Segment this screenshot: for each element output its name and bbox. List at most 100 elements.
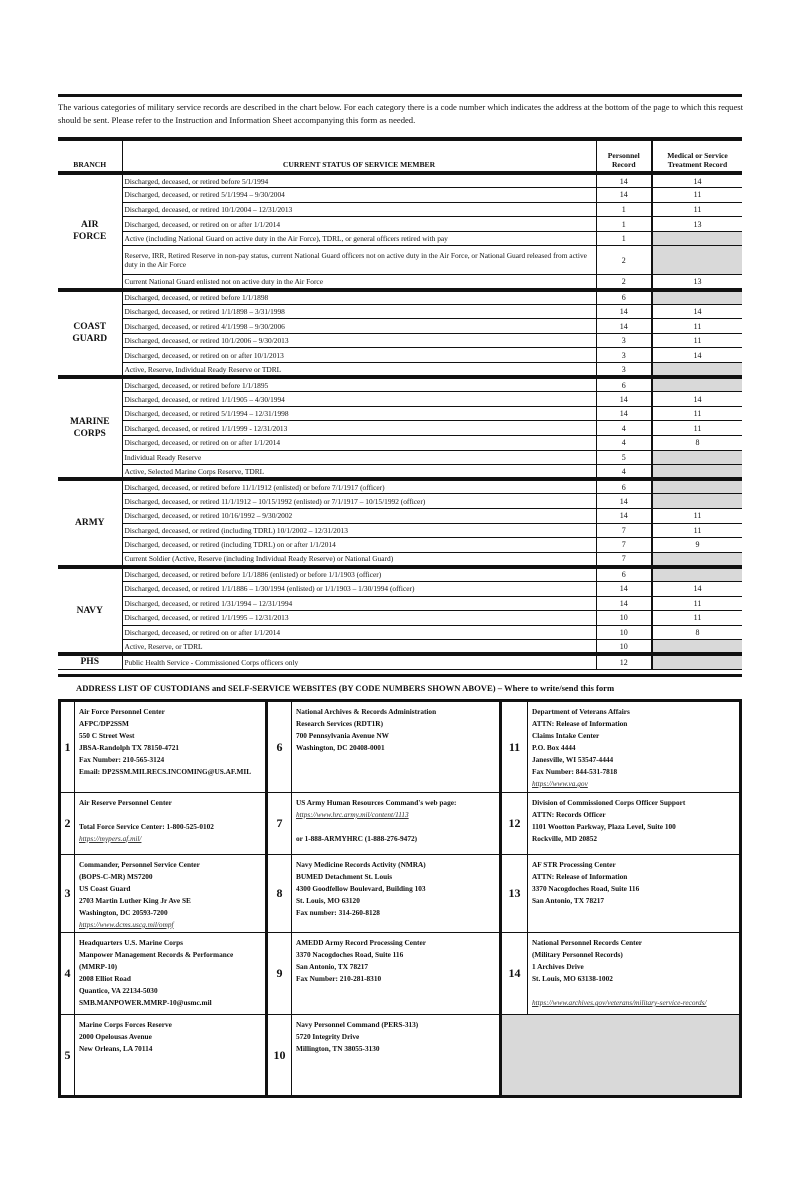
address-code: 3	[61, 855, 75, 933]
status-cell: Individual Ready Reserve	[121, 449, 597, 466]
table-row: MARINE CORPS Discharged, deceased, or ret…	[58, 375, 742, 480]
address-line: Fax Number: 844-531-7818	[532, 767, 618, 776]
address-line: San Antonio, TX 78217	[296, 962, 369, 971]
status-cell: Discharged, deceased, or retired 1/1/189…	[121, 303, 597, 320]
address-line: 1101 Wootton Parkway, Plaza Level, Suite…	[532, 822, 676, 831]
table-row: Discharged, deceased, or retired 1/31/19…	[58, 595, 742, 612]
address-link[interactable]: https://www.archives.gov/veterans/milita…	[532, 998, 707, 1007]
personnel-code: 4	[595, 464, 653, 480]
medical-code	[651, 230, 742, 247]
personnel-code: 14	[595, 187, 653, 203]
address-code: 10	[268, 1015, 292, 1095]
address-link[interactable]: https://www.hrc.army.mil/content/1113	[296, 810, 409, 819]
address-line: Manpower Management Records & Performanc…	[79, 950, 234, 959]
address-line: National Personnel Records Center	[532, 938, 643, 947]
status-cell: Discharged, deceased, or retired 10/1/20…	[121, 201, 597, 218]
table-row: Discharged, deceased, or retired 1/1/188…	[58, 580, 742, 597]
address-link[interactable]: https://www.dcms.uscg.mil/ompf	[79, 920, 174, 929]
personnel-code: 6	[595, 477, 653, 495]
personnel-code: 3	[595, 347, 653, 364]
status-cell: Discharged, deceased, or retired on or a…	[121, 435, 597, 451]
branch-label: NAVY	[58, 564, 123, 655]
table-row: Discharged, deceased, or retired 4/1/199…	[58, 318, 742, 334]
status-cell: Discharged, deceased, or retired 1/1/199…	[121, 610, 597, 626]
status-cell: Discharged, deceased, or retired on or a…	[121, 624, 597, 641]
medical-code: 11	[651, 405, 742, 422]
address-line: Navy Medicine Records Activity (NMRA)	[296, 860, 426, 869]
table-row: Active, Selected Marine Corps Reserve, T…	[58, 464, 742, 480]
table-row: Discharged, deceased, or retired on or a…	[58, 347, 742, 364]
address-line: 2008 Elliot Road	[79, 974, 131, 983]
address-line: Research Services (RDT1R)	[296, 719, 383, 728]
personnel-code: 3	[595, 362, 653, 378]
address-code: 5	[61, 1015, 75, 1095]
address-line: Fax Number: 210-281-8310	[296, 974, 382, 983]
table-row: ARMY Discharged, deceased, or retired bef…	[58, 477, 742, 568]
address-line: Washington, DC 20593-7200	[79, 908, 168, 917]
address-line: (BOPS-C-MR) MS7200	[79, 872, 153, 881]
medical-code: 11	[651, 420, 742, 436]
table-row: NAVY Discharged, deceased, or retired bef…	[58, 564, 742, 655]
address-block: National Personnel Records Center (Milita…	[528, 933, 739, 1015]
address-line: St. Louis, MO 63138-1002	[532, 974, 613, 983]
medical-code: 11	[651, 522, 742, 539]
service-records-table: BRANCH CURRENT STATUS OF SERVICE MEMBER …	[58, 137, 742, 670]
medical-code: 14	[651, 391, 742, 407]
medical-code: 14	[651, 580, 742, 597]
status-cell: Discharged, deceased, or retired (includ…	[121, 522, 597, 539]
address-line: St. Louis, MO 63120	[296, 896, 360, 905]
address-link[interactable]: https://www.va.gov	[532, 779, 588, 788]
address-line: AMEDD Army Record Processing Center	[296, 938, 426, 947]
address-code: 14	[502, 933, 528, 1015]
address-code: 12	[502, 793, 528, 855]
status-cell: Current Soldier (Active, Reserve (includ…	[121, 551, 597, 568]
address-line: 1 Archives Drive	[532, 962, 584, 971]
personnel-code: 14	[595, 303, 653, 320]
status-cell: Reserve, IRR, Retired Reserve in non-pay…	[121, 245, 597, 276]
address-line: 2000 Opelousas Avenue	[79, 1032, 152, 1041]
branch-label: ARMY	[58, 477, 123, 568]
address-link[interactable]: https://mypers.af.mil/	[79, 834, 142, 843]
address-line	[532, 985, 735, 997]
address-line: 4300 Goodfellow Boulevard, Building 103	[296, 884, 426, 893]
address-line: Email: DP2SSM.MILRECS.INCOMING@US.AF.MIL	[79, 767, 252, 776]
address-line: Janesville, WI 53547-4444	[532, 755, 614, 764]
medical-code	[651, 564, 742, 582]
personnel-code: 7	[595, 537, 653, 553]
address-line: Fax number: 314-260-8128	[296, 908, 380, 917]
personnel-code: 5	[595, 449, 653, 466]
address-block: Commander, Personnel Service Center (BOPS…	[75, 855, 268, 933]
medical-code: 9	[651, 537, 742, 553]
address-line: Commander, Personnel Service Center	[79, 860, 200, 869]
status-cell: Discharged, deceased, or retired 10/16/1…	[121, 507, 597, 524]
address-line: Rockville, MD 20852	[532, 834, 598, 843]
address-line: Washington, DC 20408-0001	[296, 743, 385, 752]
address-block: AMEDD Army Record Processing Center 3370 …	[292, 933, 502, 1015]
table-row: Active, Reserve, Individual Ready Reserv…	[58, 362, 742, 378]
personnel-code: 6	[595, 287, 653, 305]
medical-code	[651, 652, 742, 670]
intro-text: The various categories of military servi…	[58, 102, 744, 125]
medical-code: 11	[651, 595, 742, 612]
personnel-code: 2	[595, 245, 653, 276]
medical-code	[651, 477, 742, 495]
table-row: Discharged, deceased, or retired on or a…	[58, 216, 742, 232]
table-row: Active (including National Guard on acti…	[58, 230, 742, 247]
address-code: 9	[268, 933, 292, 1015]
header-medical: Medical or Service Treatment Record	[651, 139, 742, 175]
status-cell: Discharged, deceased, or retired 1/1/188…	[121, 580, 597, 597]
address-line: ATTN: Release of Information	[532, 719, 628, 728]
table-row: Active, Reserve, or TDRL 10	[58, 639, 742, 655]
personnel-code: 14	[595, 507, 653, 524]
address-list: 1 Air Force Personnel Center AFPC/DP2SSM 55…	[58, 699, 742, 1098]
status-cell: Discharged, deceased, or retired (includ…	[121, 537, 597, 553]
table-row: Discharged, deceased, or retired 10/1/20…	[58, 201, 742, 218]
address-line: US Coast Guard	[79, 884, 131, 893]
personnel-code: 14	[595, 318, 653, 334]
empty-cell	[502, 1015, 739, 1095]
table-row: Individual Ready Reserve 5	[58, 449, 742, 466]
table-row: Discharged, deceased, or retired 10/1/20…	[58, 332, 742, 349]
personnel-code: 10	[595, 610, 653, 626]
personnel-code: 14	[595, 405, 653, 422]
medical-code: 11	[651, 187, 742, 203]
